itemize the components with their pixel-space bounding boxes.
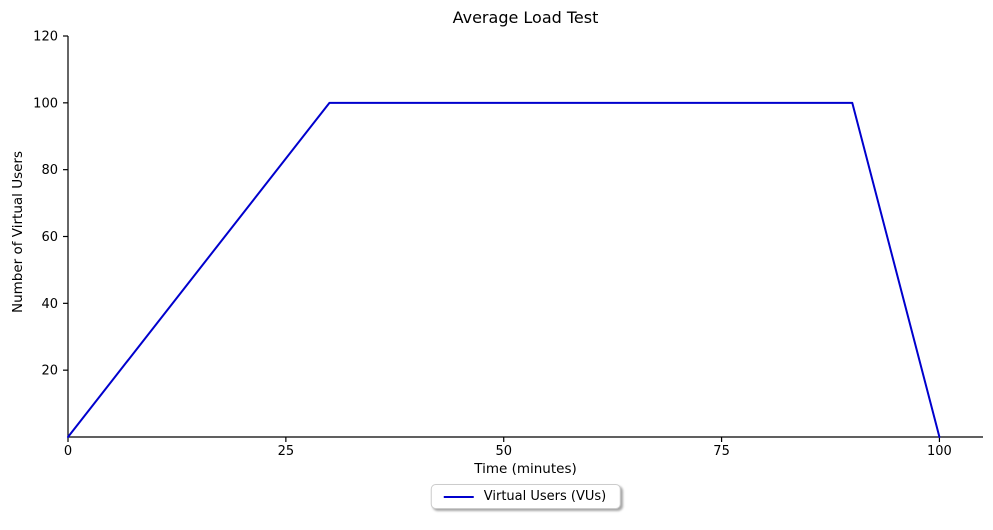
x-tick-label: 0 [64,444,72,459]
y-axis-label: Number of Virtual Users [10,150,26,314]
data-line-virtual-users-vus- [67,101,941,438]
x-tick-label: 25 [278,444,295,459]
y-tick-label: 100 [33,96,58,111]
x-tick-label: 100 [927,444,952,459]
x-axis-label: Time (minutes) [474,461,577,477]
legend: Virtual Users (VUs) [430,484,622,509]
legend-label: Virtual Users (VUs) [483,489,607,504]
y-tick-label: 40 [41,297,58,312]
y-tick-label: 120 [33,30,58,45]
y-tick-label: 20 [41,364,58,379]
x-tick-label: 75 [713,444,730,459]
chart-title: Average Load Test [452,8,599,27]
y-tick-label: 80 [41,163,58,178]
legend-line-swatch [443,495,474,498]
y-tick-label: 60 [41,230,58,245]
x-tick-label: 50 [495,444,512,459]
